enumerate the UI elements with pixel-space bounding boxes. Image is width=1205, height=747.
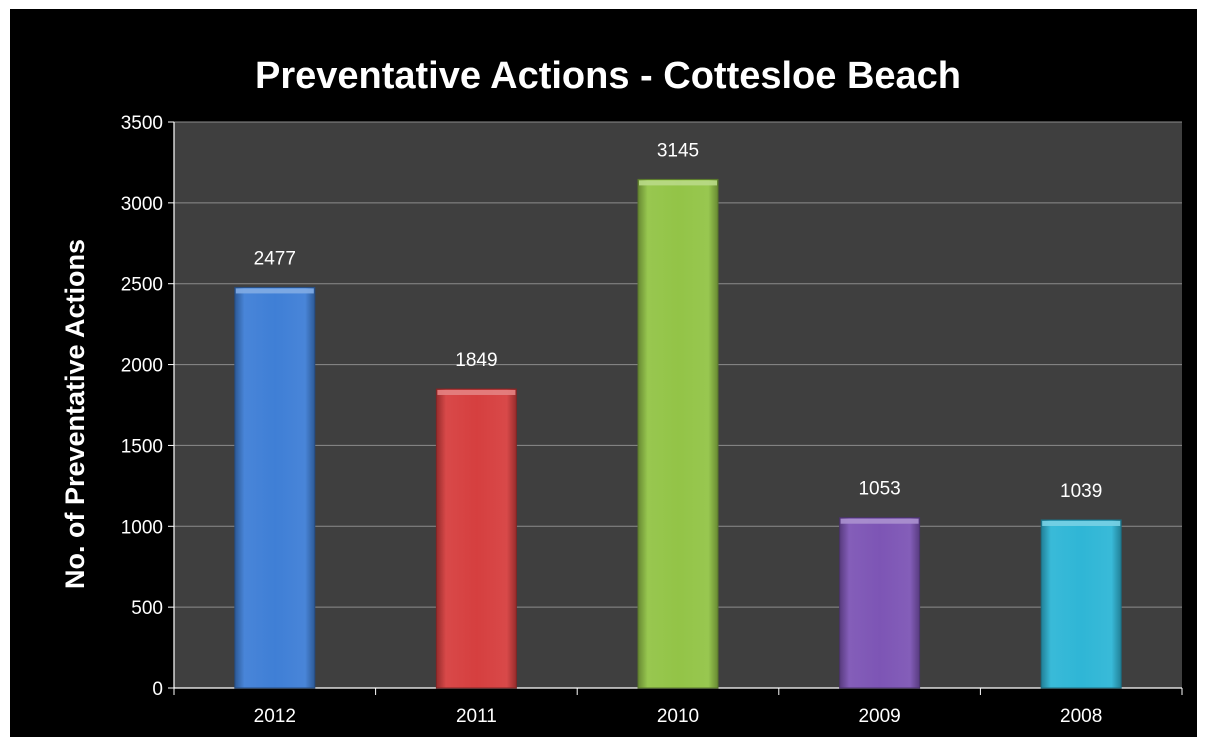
x-tick-label-2009: 2009 bbox=[858, 706, 900, 727]
x-tick-label-2011: 2011 bbox=[456, 706, 497, 727]
y-tick-label: 1000 bbox=[121, 517, 163, 538]
x-tick-label-2008: 2008 bbox=[1060, 706, 1102, 727]
data-label-2009: 1053 bbox=[858, 479, 900, 500]
bar-2009 bbox=[839, 517, 921, 689]
y-tick-label: 2500 bbox=[121, 275, 163, 296]
y-tick-label: 2000 bbox=[121, 356, 163, 377]
y-tick-label: 3500 bbox=[121, 113, 163, 134]
bar-2011 bbox=[435, 388, 517, 689]
bar-highlight-2008 bbox=[1042, 520, 1121, 526]
y-tick-label: 0 bbox=[152, 679, 163, 700]
bar-highlight-2012 bbox=[235, 288, 314, 294]
chart-frame: Preventative Actions - Cottesloe Beach N… bbox=[10, 9, 1197, 737]
bar-2008 bbox=[1040, 519, 1122, 689]
plot-area: 0 500 1000 1500 2000 2500 3000 3500 2477 2012 1849… bbox=[121, 113, 1183, 727]
data-label-2010: 3145 bbox=[657, 140, 699, 161]
y-axis-label: No. of Preventative Actions bbox=[60, 239, 90, 589]
y-tick-label: 1500 bbox=[121, 436, 163, 457]
data-label-2012: 2477 bbox=[254, 248, 296, 269]
x-tick-label-2010: 2010 bbox=[657, 706, 699, 727]
data-label-2008: 1039 bbox=[1060, 481, 1102, 502]
bar-chart: Preventative Actions - Cottesloe Beach N… bbox=[60, 55, 1183, 727]
bar-highlight-2011 bbox=[437, 389, 516, 395]
x-tick-label-2012: 2012 bbox=[254, 706, 296, 727]
bar-highlight-2009 bbox=[840, 518, 919, 524]
data-label-2011: 1849 bbox=[455, 350, 497, 371]
bar-2012 bbox=[234, 286, 316, 689]
y-tick-label: 3000 bbox=[121, 194, 163, 215]
bar-2010 bbox=[637, 178, 719, 689]
bar-highlight-2010 bbox=[639, 180, 717, 186]
chart-title: Preventative Actions - Cottesloe Beach bbox=[255, 55, 961, 97]
y-tick-label: 500 bbox=[131, 598, 163, 619]
